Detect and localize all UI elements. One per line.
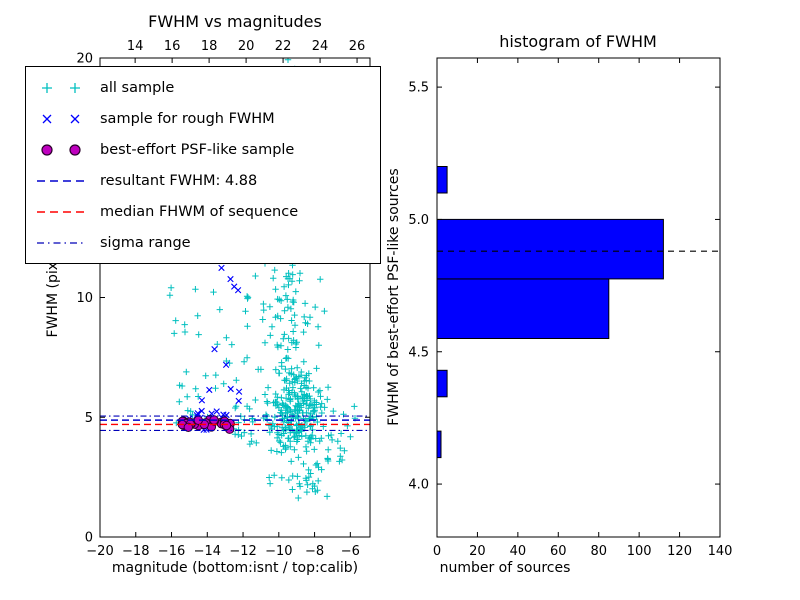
tick-label: 4.5 [408, 345, 429, 360]
legend-label-psf-sample: best-effort PSF-like sample [100, 141, 295, 158]
legend-item-all-sample: all sample [34, 79, 372, 97]
legend-box: all sample sample for rough FWHM best-ef… [25, 66, 381, 264]
tick-label: −20 [86, 544, 113, 559]
psf-point [221, 420, 232, 431]
hist-bar [436, 430, 442, 459]
legend-label-rough-fwhm: sample for rough FWHM [100, 110, 275, 127]
legend-item-rough-fwhm: sample for rough FWHM [34, 110, 372, 128]
tick-label: 14 [127, 39, 144, 54]
tick-label: 140 [708, 544, 733, 559]
scatter-title: FWHM vs magnitudes [148, 12, 322, 31]
legend-label-median-fwhm: median FHWM of sequence [100, 203, 299, 220]
hist-axes-frame [436, 57, 721, 538]
tick-label: 18 [201, 39, 218, 54]
circle-glyph [41, 143, 53, 156]
dashed-line-icon [37, 210, 85, 213]
tick-label: 0 [85, 531, 93, 546]
scatter-xlabel: magnitude (bottom:isnt / top:calib) [112, 560, 358, 576]
circle-glyph [69, 143, 81, 156]
tick-label: 5.5 [408, 81, 429, 96]
tick-label: 20 [469, 544, 486, 559]
legend-item-sigma-range: sigma range [34, 234, 372, 252]
rough-fwhm-points [180, 243, 245, 433]
tick-label: 10 [76, 291, 93, 306]
tick-label: 20 [76, 52, 93, 67]
tick-label: 16 [164, 39, 181, 54]
tick-label: 20 [238, 39, 255, 54]
legend-item-psf-sample: best-effort PSF-like sample [34, 141, 372, 159]
tick-label: −10 [265, 544, 292, 559]
tick-label: 120 [667, 544, 692, 559]
tick-label: 100 [627, 544, 652, 559]
hist-bar [436, 218, 664, 280]
hist-xlabel: number of sources [440, 560, 571, 576]
hist-bar [436, 166, 448, 194]
legend-label-sigma-range: sigma range [100, 234, 191, 251]
tick-label: 80 [590, 544, 607, 559]
legend-label-all-sample: all sample [100, 79, 175, 96]
hist-title: histogram of FWHM [499, 32, 657, 51]
legend-label-resultant-fwhm: resultant FWHM: 4.88 [100, 172, 258, 189]
scatter-plot: −20 −18 −16 −14 −12 −10 −8 −6 14 16 18 20 22 24 26 0 5 10… [76, 39, 371, 559]
tick-label: 5 [85, 411, 93, 426]
tick-label: −16 [158, 544, 185, 559]
hist-ylabel: FWHM of best-effort PSF-like sources [386, 168, 402, 425]
tick-label: 22 [275, 39, 292, 54]
tick-label: 60 [550, 544, 567, 559]
tick-label: −18 [122, 544, 149, 559]
circle-marker-icon [41, 143, 81, 156]
tick-label: −14 [194, 544, 221, 559]
dashed-line-icon [37, 179, 85, 182]
tick-label: −12 [229, 544, 256, 559]
legend-item-resultant-fwhm: resultant FWHM: 4.88 [34, 172, 372, 190]
hist-bar [436, 369, 448, 398]
tick-label: −6 [341, 544, 360, 559]
tick-label: 4.0 [408, 478, 429, 493]
cross-marker-icon [42, 114, 80, 123]
scatter-ylabel: FWHM (pix) [45, 257, 61, 338]
hist-bar [436, 278, 610, 339]
tick-label: 5.0 [408, 213, 429, 228]
tick-label: 24 [312, 39, 329, 54]
plus-glyph [42, 82, 80, 93]
dashdot-line-icon [37, 241, 85, 244]
tick-label: 26 [349, 39, 366, 54]
tick-label: 0 [433, 544, 441, 559]
plus-marker-icon [42, 82, 80, 93]
histogram-plot: 0 20 40 60 80 100 120 140 4.0 4.5 5.0 5.5 [408, 57, 733, 559]
cross-glyph [42, 114, 80, 123]
psf-point [183, 422, 194, 432]
tick-label: 40 [510, 544, 527, 559]
tick-label: −8 [305, 544, 324, 559]
legend-item-median-fwhm: median FHWM of sequence [34, 203, 372, 221]
